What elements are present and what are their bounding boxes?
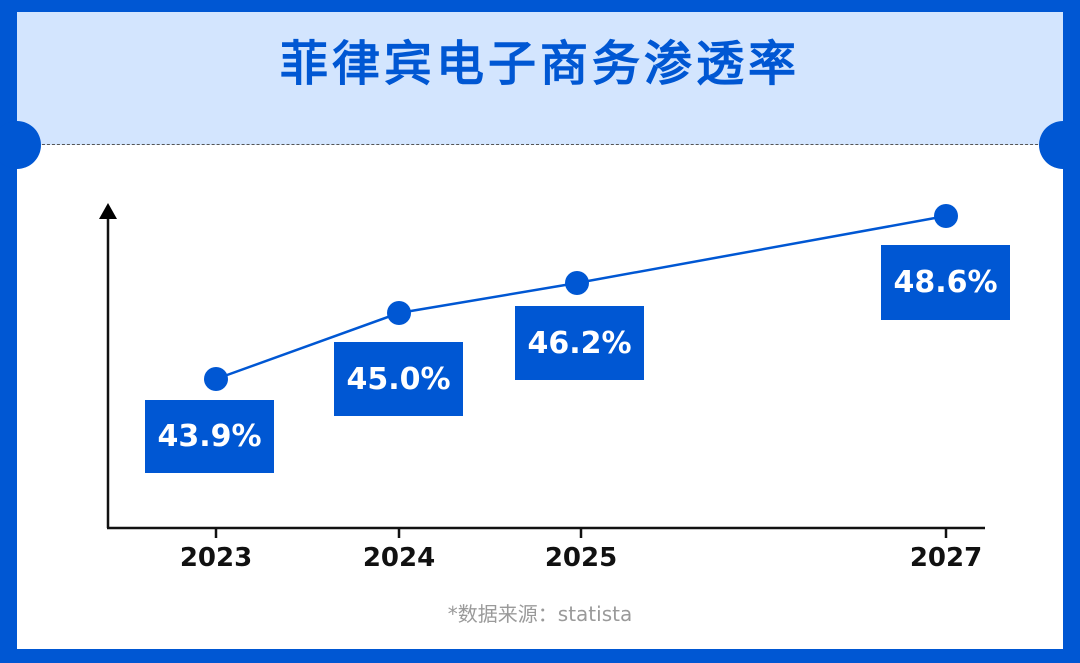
x-tick-label-2024: 2024 <box>362 543 436 573</box>
card-frame: 菲律宾电子商务渗透率 <box>17 12 1063 649</box>
series-line <box>215 214 947 381</box>
data-label-2027: 48.6% <box>881 245 1010 320</box>
source-note: *数据来源：statista <box>447 602 633 626</box>
data-point <box>204 367 228 391</box>
data-point <box>934 204 958 228</box>
chart-title: 菲律宾电子商务渗透率 <box>279 38 800 91</box>
y-axis-arrow-icon <box>99 203 117 219</box>
data-label-2025: 46.2% <box>515 306 644 380</box>
x-tick-label-2023: 2023 <box>179 543 253 573</box>
data-point <box>387 301 411 325</box>
data-label-2024: 45.0% <box>334 342 463 416</box>
x-tick-label-2027: 2027 <box>909 543 983 573</box>
data-label-2023: 43.9% <box>145 400 274 473</box>
data-point <box>565 271 589 295</box>
right-notch-decoration <box>1039 121 1080 169</box>
left-notch-decoration <box>0 121 41 169</box>
header-band: 菲律宾电子商务渗透率 <box>17 12 1063 145</box>
x-tick-label-2025: 2025 <box>544 543 618 573</box>
